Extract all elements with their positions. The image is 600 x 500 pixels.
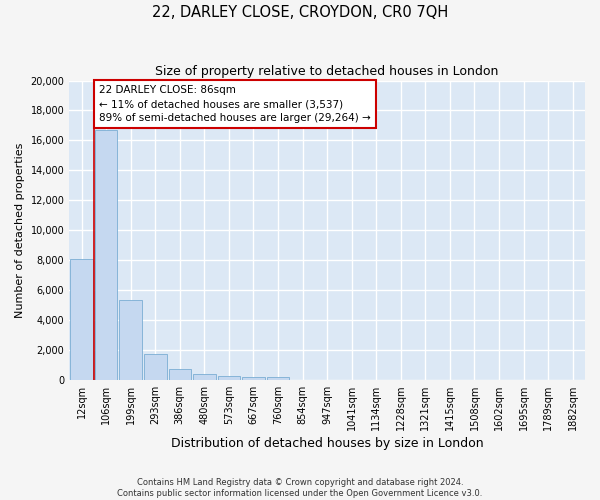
Text: 22, DARLEY CLOSE, CROYDON, CR0 7QH: 22, DARLEY CLOSE, CROYDON, CR0 7QH: [152, 5, 448, 20]
Y-axis label: Number of detached properties: Number of detached properties: [15, 142, 25, 318]
Bar: [95, 130, 118, 380]
Bar: [193, 374, 215, 380]
Bar: [70, 258, 93, 380]
X-axis label: Distribution of detached houses by size in London: Distribution of detached houses by size …: [171, 437, 484, 450]
Text: Contains HM Land Registry data © Crown copyright and database right 2024.
Contai: Contains HM Land Registry data © Crown c…: [118, 478, 482, 498]
Bar: [267, 378, 289, 380]
Bar: [218, 376, 240, 380]
Bar: [242, 376, 265, 380]
Bar: [169, 369, 191, 380]
Text: 22 DARLEY CLOSE: 86sqm
← 11% of detached houses are smaller (3,537)
89% of semi-: 22 DARLEY CLOSE: 86sqm ← 11% of detached…: [99, 85, 371, 123]
Title: Size of property relative to detached houses in London: Size of property relative to detached ho…: [155, 65, 499, 78]
Bar: [119, 300, 142, 380]
Bar: [144, 354, 167, 380]
